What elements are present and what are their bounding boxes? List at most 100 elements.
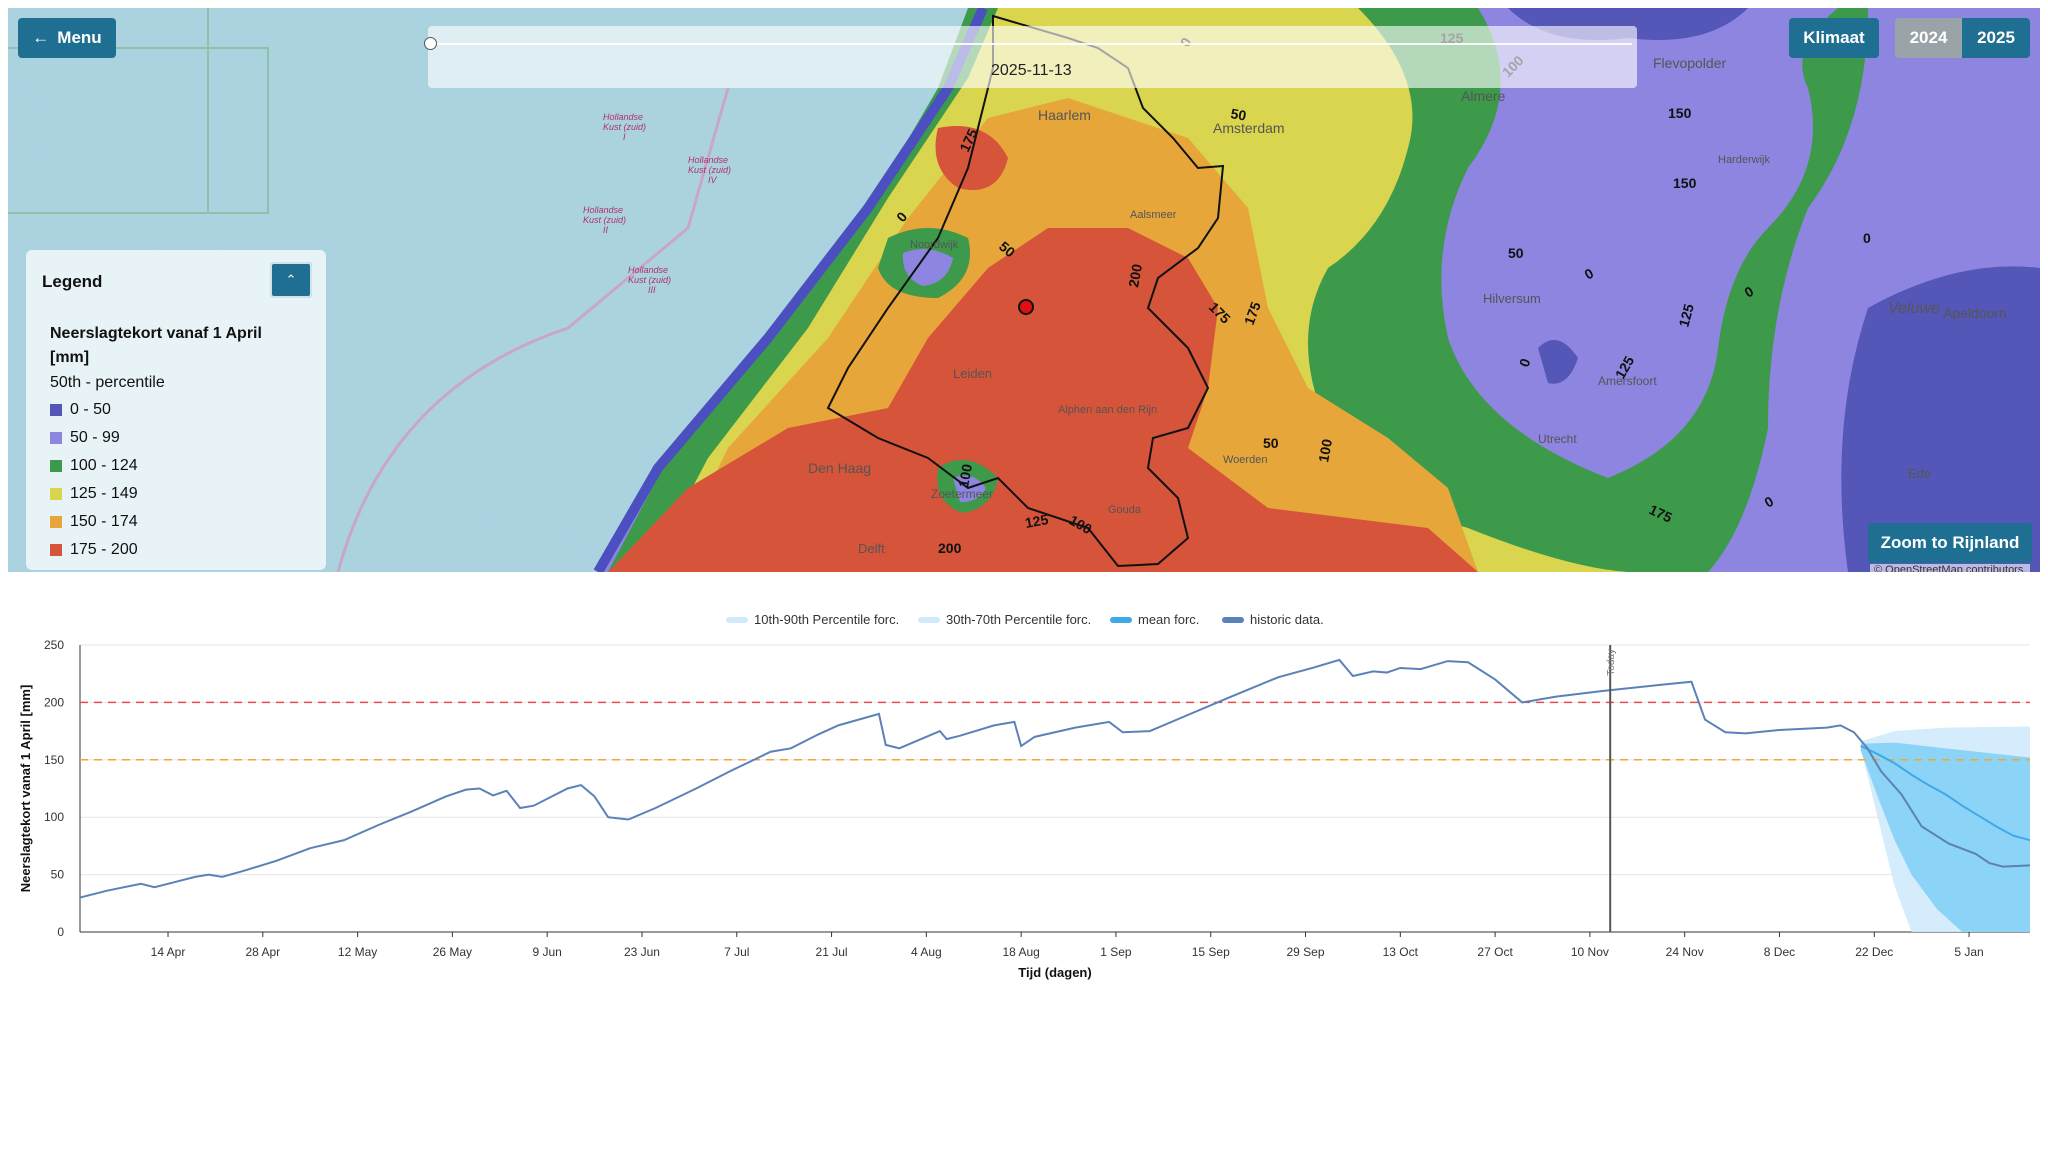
y-tick-label: 250 (44, 638, 64, 652)
y-axis-label: Neerslagtekort vanaf 1 April [mm] (18, 685, 33, 893)
svg-text:Veluwe: Veluwe (1888, 300, 1940, 317)
x-tick-label: 18 Aug (1002, 945, 1039, 959)
chevron-up-icon: ⌃ (285, 272, 297, 287)
x-tick-label: 10 Nov (1571, 945, 1609, 959)
time-slider-panel: 2025-11-13 (424, 26, 1637, 88)
x-tick-label: 28 Apr (245, 945, 280, 959)
svg-text:50: 50 (1508, 245, 1524, 261)
svg-text:Almere: Almere (1461, 88, 1506, 104)
legend-swatch (50, 432, 62, 444)
x-tick-label: 8 Dec (1764, 945, 1795, 959)
legend-panel: Legend ⌃ Neerslagtekort vanaf 1 April [m… (26, 250, 326, 570)
svg-text:Hollandse: Hollandse (603, 112, 643, 122)
svg-text:Hollandse: Hollandse (628, 265, 668, 275)
svg-text:125: 125 (1675, 302, 1697, 329)
svg-text:Gouda: Gouda (1108, 504, 1142, 516)
legend-label: 100 - 124 (70, 457, 138, 474)
legend-label: 50 - 99 (70, 429, 120, 446)
year-2024-button[interactable]: 2024 (1895, 18, 1962, 58)
forecast-band-30-70 (1860, 742, 2030, 932)
x-tick-label: 15 Sep (1192, 945, 1230, 959)
y-tick-label: 50 (51, 868, 65, 882)
legend-swatch (918, 617, 940, 623)
legend-title: Legend (42, 272, 103, 291)
svg-text:Kust (zuid): Kust (zuid) (628, 275, 671, 285)
x-tick-label: 23 Jun (624, 945, 660, 959)
legend-item: 100 - 124 (50, 456, 138, 476)
legend-item: 175 - 200 (50, 540, 138, 560)
y-tick-label: 150 (44, 753, 64, 767)
svg-text:Ede: Ede (1908, 466, 1931, 481)
legend-swatch (50, 488, 62, 500)
svg-text:100: 100 (955, 463, 975, 489)
y-tick-label: 0 (57, 925, 64, 939)
svg-text:Kust (zuid): Kust (zuid) (688, 165, 731, 175)
svg-text:Alphen aan den Rijn: Alphen aan den Rijn (1058, 404, 1157, 416)
svg-text:Utrecht: Utrecht (1538, 432, 1577, 446)
x-tick-label: 27 Oct (1477, 945, 1513, 959)
x-tick-label: 7 Jul (724, 945, 749, 959)
legend-swatch (726, 617, 748, 623)
legend-item: 125 - 149 (50, 484, 138, 504)
legend-swatch (50, 460, 62, 472)
x-tick-label: 13 Oct (1383, 945, 1419, 959)
legend-collapse-button[interactable]: ⌃ (270, 262, 312, 298)
legend-item: 50 - 99 (50, 428, 120, 448)
svg-text:Kust (zuid): Kust (zuid) (583, 215, 626, 225)
legend-variable: Neerslagtekort vanaf 1 April [mm] (50, 325, 262, 366)
svg-text:50: 50 (1229, 105, 1247, 123)
x-tick-label: 24 Nov (1666, 945, 1704, 959)
y-tick-label: 200 (44, 695, 64, 709)
svg-text:Woerden: Woerden (1223, 454, 1267, 466)
svg-text:Apeldoorn: Apeldoorn (1943, 305, 2007, 321)
svg-text:Amersfoort: Amersfoort (1598, 374, 1657, 388)
svg-text:50: 50 (1263, 435, 1279, 451)
y-tick-label: 100 (44, 810, 64, 824)
legend-swatch (1110, 617, 1132, 623)
svg-text:175: 175 (1241, 299, 1264, 327)
x-tick-label: 5 Jan (1954, 945, 1983, 959)
x-tick-label: 22 Dec (1855, 945, 1893, 959)
svg-text:III: III (648, 285, 656, 295)
svg-text:200: 200 (1125, 263, 1145, 289)
chart-legend-label: historic data. (1250, 612, 1324, 627)
time-slider-track[interactable] (432, 43, 1632, 45)
svg-text:Zoetermeer: Zoetermeer (931, 487, 993, 501)
legend-label: 125 - 149 (70, 485, 138, 502)
svg-text:Aalsmeer: Aalsmeer (1130, 209, 1177, 221)
legend-label: 150 - 174 (70, 513, 138, 530)
legend-item: 150 - 174 (50, 512, 138, 532)
svg-text:Hollandse: Hollandse (688, 155, 728, 165)
zoom-to-rijnland-button[interactable]: Zoom to Rijnland (1868, 523, 2032, 563)
time-slider-handle[interactable] (424, 37, 437, 50)
menu-button[interactable]: ← Menu (18, 18, 116, 58)
x-tick-label: 29 Sep (1286, 945, 1324, 959)
x-tick-label: 9 Jun (533, 945, 562, 959)
svg-text:Haarlem: Haarlem (1038, 107, 1091, 123)
klimaat-button[interactable]: Klimaat (1789, 18, 1879, 58)
svg-text:Kust (zuid): Kust (zuid) (603, 122, 646, 132)
chart-legend-label: 30th-70th Percentile forc. (946, 612, 1091, 627)
legend-item: 0 - 50 (50, 400, 111, 420)
legend-swatch (50, 516, 62, 528)
legend-label: 175 - 200 (70, 541, 138, 558)
year-2025-button[interactable]: 2025 (1962, 18, 2030, 58)
map-canvas[interactable]: 50 125 100 150 150 50 0 0 0 0 125 125 17… (8, 8, 2040, 572)
legend-swatch (1222, 617, 1244, 623)
x-tick-label: 4 Aug (911, 945, 942, 959)
svg-text:IV: IV (708, 175, 718, 185)
svg-text:Noordwijk: Noordwijk (910, 239, 959, 251)
svg-text:100: 100 (1315, 438, 1335, 464)
x-tick-label: 21 Jul (816, 945, 848, 959)
map[interactable]: 50 125 100 150 150 50 0 0 0 0 125 125 17… (8, 8, 2040, 572)
historic-data-line (79, 658, 2031, 899)
svg-text:Leiden: Leiden (953, 366, 992, 381)
svg-text:125: 125 (1024, 511, 1050, 531)
x-axis-label: Tijd (dagen) (1018, 965, 1091, 980)
today-label: Today (1606, 649, 1617, 676)
svg-text:I: I (623, 132, 626, 142)
chart: 0 50 100 150 200 250 14 Apr 28 Apr 12 May 26 May 9… (18, 612, 2031, 980)
map-attribution: © OpenStreetMap contributors. (1870, 564, 2031, 572)
svg-text:II: II (603, 225, 609, 235)
chart-legend-label: 10th-90th Percentile forc. (754, 612, 899, 627)
